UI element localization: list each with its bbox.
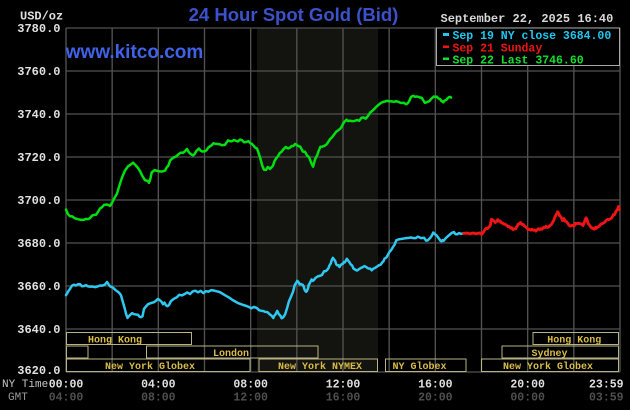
svg-text:24 Hour Spot Gold (Bid): 24 Hour Spot Gold (Bid) [189, 4, 399, 25]
svg-text:12:00: 12:00 [326, 379, 361, 392]
svg-text:3700.0: 3700.0 [17, 194, 60, 208]
svg-text:00:00: 00:00 [49, 379, 84, 392]
svg-text:Sep 22 Last 3746.60: Sep 22 Last 3746.60 [453, 55, 584, 68]
svg-text:3720.0: 3720.0 [17, 151, 60, 165]
svg-text:New York Globex: New York Globex [503, 361, 593, 373]
svg-text:08:00: 08:00 [141, 392, 176, 405]
svg-text:16:00: 16:00 [326, 392, 361, 405]
svg-text:3640.0: 3640.0 [17, 323, 60, 337]
svg-text:New York NYMEX: New York NYMEX [278, 361, 362, 373]
svg-text:3620.0: 3620.0 [17, 364, 60, 378]
svg-text:20:00: 20:00 [418, 392, 453, 405]
svg-text:3760.0: 3760.0 [17, 65, 60, 79]
svg-text:3780.0: 3780.0 [17, 22, 60, 36]
svg-text:New York Globex: New York Globex [105, 361, 195, 373]
svg-text:www.kitco.com: www.kitco.com [65, 42, 204, 63]
svg-text:September 22, 2025 16:40: September 22, 2025 16:40 [441, 12, 614, 26]
svg-text:04:00: 04:00 [49, 392, 84, 405]
svg-text:3660.0: 3660.0 [17, 280, 60, 294]
svg-text:Sep 19 NY close 3684.00: Sep 19 NY close 3684.00 [453, 30, 612, 43]
svg-text:3740.0: 3740.0 [17, 108, 60, 122]
svg-text:Sep 21 Sunday: Sep 21 Sunday [453, 42, 543, 55]
svg-text:NY Globex: NY Globex [392, 361, 446, 373]
svg-text:03:59: 03:59 [589, 392, 624, 405]
svg-text:GMT: GMT [8, 392, 28, 404]
svg-text:Hong Kong: Hong Kong [547, 335, 601, 346]
svg-text:04:00: 04:00 [141, 379, 176, 392]
svg-text:Sydney: Sydney [531, 348, 567, 360]
svg-text:16:00: 16:00 [418, 379, 453, 392]
svg-text:Hong Kong: Hong Kong [88, 335, 142, 346]
svg-text:London: London [213, 348, 249, 360]
svg-text:USD/oz: USD/oz [20, 10, 63, 24]
svg-text:NY Time: NY Time [2, 379, 48, 391]
svg-text:20:00: 20:00 [510, 379, 545, 392]
svg-text:12:00: 12:00 [233, 392, 268, 405]
svg-text:23:59: 23:59 [589, 379, 624, 392]
svg-text:08:00: 08:00 [233, 379, 268, 392]
svg-text:3680.0: 3680.0 [17, 237, 60, 251]
svg-text:00:00: 00:00 [510, 392, 545, 405]
